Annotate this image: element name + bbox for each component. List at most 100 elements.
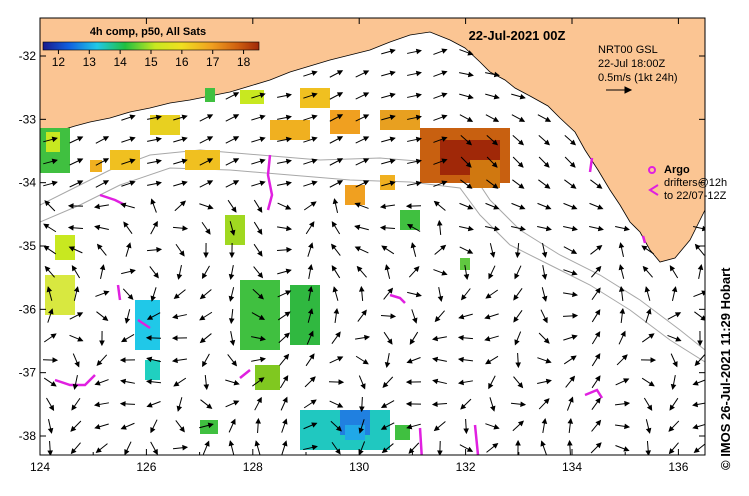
current-arrow (276, 247, 293, 253)
credit-text: © IMOS 26-Jul-2021 11:29 Hobart (718, 267, 733, 471)
current-arrow (47, 308, 54, 323)
current-arrow (228, 287, 235, 302)
current-arrow (484, 335, 499, 342)
current-arrow (229, 331, 236, 346)
current-arrow (434, 244, 447, 255)
current-arrow (277, 180, 292, 187)
gsl-line1: NRT00 GSL (598, 44, 658, 56)
current-arrow (437, 440, 443, 455)
current-arrow (457, 334, 474, 341)
current-arrow (514, 265, 522, 280)
current-arrow (333, 307, 340, 324)
current-arrow (459, 202, 474, 210)
current-arrow (307, 264, 314, 279)
current-arrow (228, 265, 235, 280)
current-arrow (433, 92, 448, 99)
current-arrow (307, 286, 314, 301)
current-arrow (329, 180, 344, 188)
current-arrow (567, 417, 574, 434)
lon-tick-label: 126 (136, 460, 156, 474)
current-arrow (644, 286, 651, 301)
current-arrow (693, 443, 705, 454)
current-arrow (513, 288, 523, 301)
current-arrow (229, 242, 235, 259)
current-arrow (515, 439, 521, 455)
current-arrow (171, 357, 187, 364)
current-arrow (433, 421, 446, 432)
current-arrow (251, 312, 266, 320)
current-arrow (303, 70, 318, 77)
current-arrow (125, 242, 132, 257)
current-arrow (694, 354, 705, 367)
current-arrow (407, 136, 422, 143)
current-arrow (591, 397, 601, 410)
current-arrow (95, 136, 110, 144)
current-arrow (96, 243, 107, 256)
current-arrow (513, 310, 523, 323)
current-arrow (69, 158, 84, 166)
current-arrow (486, 179, 499, 189)
current-arrow (119, 357, 136, 363)
current-arrow (173, 289, 186, 300)
current-arrow (329, 136, 344, 144)
contour-2000m (40, 167, 705, 363)
current-arrow (225, 180, 240, 188)
current-arrow (358, 285, 365, 302)
current-arrow (277, 290, 292, 298)
current-arrow (94, 224, 109, 231)
current-arrow (538, 398, 550, 410)
current-arrow (563, 291, 579, 298)
current-arrow (355, 355, 369, 365)
current-arrow (459, 93, 474, 100)
current-arrow (407, 48, 422, 55)
current-arrow (591, 419, 602, 432)
current-arrow (119, 401, 136, 407)
current-arrow (42, 357, 59, 363)
lon-tick-label: 128 (243, 460, 263, 474)
current-arrow (541, 265, 548, 280)
current-arrow (150, 419, 158, 434)
argo-label: Argo (664, 164, 690, 176)
current-arrow (511, 114, 526, 122)
current-arrow (591, 309, 601, 323)
current-arrow (616, 354, 628, 366)
current-arrow (381, 92, 396, 99)
drifter-marker-icon (648, 184, 659, 196)
current-arrow (68, 246, 83, 254)
current-arrow (537, 378, 552, 385)
current-arrow (406, 223, 421, 232)
lat-tick-label: -33 (19, 112, 37, 126)
current-arrow (619, 307, 626, 324)
current-arrow (146, 356, 161, 363)
current-arrow (96, 311, 109, 321)
current-arrow (277, 202, 292, 210)
current-arrow (433, 136, 448, 143)
current-arrow (591, 353, 601, 367)
current-arrow (251, 335, 266, 342)
current-arrow (225, 136, 240, 144)
current-arrow (329, 158, 344, 166)
current-arrow (47, 440, 53, 455)
current-arrow (303, 399, 317, 409)
current-arrow (303, 158, 318, 165)
current-arrow (668, 420, 680, 432)
current-arrow (355, 114, 370, 122)
current-arrow (618, 330, 626, 345)
current-arrow (485, 71, 500, 78)
current-arrow (172, 225, 189, 232)
current-arrow (436, 219, 443, 236)
current-arrow (667, 312, 682, 320)
current-arrow (614, 400, 631, 407)
current-arrow (355, 136, 370, 144)
current-arrow (406, 357, 421, 364)
lat-tick-label: -36 (19, 302, 37, 316)
current-arrow (171, 335, 188, 341)
current-arrow (485, 114, 500, 122)
current-arrow (173, 180, 188, 187)
plot-frame (39, 17, 706, 456)
current-arrow (251, 158, 266, 165)
current-arrow (538, 134, 551, 146)
current-arrow (303, 201, 317, 211)
current-arrow (67, 225, 84, 231)
current-arrow (591, 331, 601, 345)
